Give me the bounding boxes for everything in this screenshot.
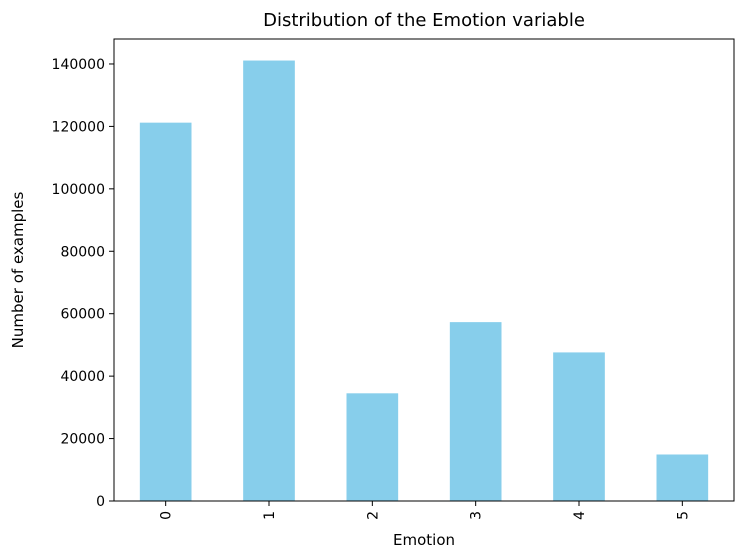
x-tick-label: 4 (572, 511, 588, 520)
bar-4 (553, 352, 605, 501)
x-tick-label: 3 (469, 511, 485, 520)
x-axis-ticks: 0 1 2 3 4 5 (159, 501, 691, 520)
y-tick-label: 60000 (60, 307, 105, 323)
y-tick-label: 40000 (60, 369, 105, 385)
plot-frame (113, 38, 735, 502)
x-tick-label: 0 (159, 511, 175, 520)
x-axis-label: Emotion (393, 531, 455, 549)
x-tick-label: 2 (365, 511, 381, 520)
bar-5 (656, 454, 709, 501)
y-tick-label: 100000 (52, 182, 105, 198)
y-tick-label: 120000 (52, 119, 105, 135)
y-axis-label: Number of examples (9, 192, 27, 349)
bar-0 (139, 122, 192, 502)
y-tick-label: 0 (96, 494, 105, 510)
bar-1 (243, 60, 295, 502)
bars-group (139, 60, 709, 502)
bar-2 (346, 393, 399, 501)
y-tick-label: 140000 (52, 57, 105, 73)
y-tick-label: 80000 (60, 244, 105, 260)
chart-title: Distribution of the Emotion variable (263, 10, 585, 31)
y-axis-ticks: 0 20000 40000 60000 80000 100000 120000 140000 (52, 57, 114, 510)
x-tick-label: 5 (675, 511, 691, 520)
bar-3 (449, 322, 502, 501)
y-tick-label: 20000 (60, 432, 105, 448)
x-tick-label: 1 (262, 511, 278, 520)
